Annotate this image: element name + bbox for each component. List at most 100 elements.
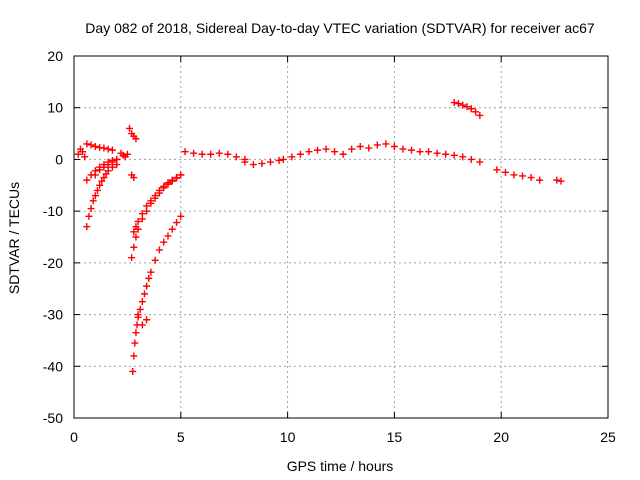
y-axis-title: SDTVAR / TECUs <box>6 182 22 294</box>
data-point <box>416 148 424 156</box>
data-point <box>322 145 330 153</box>
x-tick-label: 25 <box>600 429 616 445</box>
data-point <box>467 105 475 113</box>
data-point <box>181 148 189 156</box>
data-point <box>224 150 232 158</box>
data-point <box>104 145 112 153</box>
data-point <box>143 316 151 324</box>
data-point <box>553 176 561 184</box>
data-point <box>108 163 116 171</box>
data-point <box>527 174 535 182</box>
data-point <box>147 197 155 205</box>
data-point <box>557 177 565 185</box>
data-point <box>454 100 462 108</box>
y-tick-label: 0 <box>55 151 63 167</box>
data-point <box>132 223 140 231</box>
data-point <box>390 143 398 150</box>
data-point <box>87 205 95 213</box>
series-dip-mark <box>128 171 138 182</box>
data-point <box>113 161 121 169</box>
data-point <box>279 155 287 163</box>
data-point <box>155 246 163 254</box>
data-point <box>93 186 101 194</box>
data-point <box>198 150 206 158</box>
data-layer <box>74 99 565 375</box>
series-pre-gap <box>117 149 131 161</box>
data-point <box>241 158 249 166</box>
data-point <box>91 143 99 150</box>
data-point <box>493 166 501 174</box>
data-point <box>288 153 296 161</box>
data-point <box>275 156 283 164</box>
series-high-arc <box>450 99 484 119</box>
data-point <box>100 144 108 152</box>
y-tick-label: -30 <box>43 307 63 323</box>
data-point <box>160 182 168 190</box>
data-point <box>459 153 467 161</box>
data-point <box>249 161 257 169</box>
series-morning-flat <box>181 148 249 163</box>
data-point <box>476 158 484 166</box>
series-start-cluster <box>74 145 89 161</box>
data-point <box>136 305 144 313</box>
data-point <box>164 179 172 187</box>
y-tick-label: -50 <box>43 410 63 426</box>
data-point <box>348 145 356 153</box>
y-tick-label: 20 <box>47 48 63 64</box>
data-point <box>177 171 185 179</box>
data-point <box>132 233 140 241</box>
label-layer: 0 5 10 15 20 25 20 10 0 -10 -20 -30 -40 -50 <box>43 48 616 445</box>
data-point <box>399 145 407 153</box>
x-tick-label: 10 <box>280 429 296 445</box>
data-point <box>130 243 138 251</box>
data-point <box>267 158 275 166</box>
data-point <box>476 111 484 119</box>
data-point <box>207 150 215 158</box>
data-point <box>79 148 87 156</box>
data-point <box>151 192 159 200</box>
data-point <box>433 149 441 157</box>
data-point <box>463 103 471 111</box>
data-point <box>85 212 93 220</box>
data-point <box>132 135 140 143</box>
grid-layer <box>74 56 608 418</box>
series-midday <box>279 145 347 163</box>
data-point <box>331 148 339 156</box>
data-point <box>168 176 176 184</box>
data-point <box>143 202 151 210</box>
data-point <box>472 108 480 116</box>
data-point <box>258 160 266 168</box>
data-point <box>91 192 99 200</box>
data-point <box>138 298 146 306</box>
data-point <box>143 282 151 290</box>
x-tick-label: 20 <box>493 429 509 445</box>
data-point <box>425 148 433 156</box>
data-point <box>123 150 131 158</box>
data-point <box>145 274 153 282</box>
series-late <box>553 176 565 185</box>
data-point <box>164 232 172 240</box>
plot-border <box>73 55 609 419</box>
x-tick-label: 0 <box>70 429 78 445</box>
data-point <box>100 161 108 169</box>
data-point <box>190 149 198 157</box>
data-point <box>339 150 347 158</box>
data-point <box>314 146 322 154</box>
series-dip-curve <box>134 311 151 329</box>
series-steep-1 <box>128 171 185 262</box>
data-point <box>373 141 381 149</box>
data-point <box>108 146 116 154</box>
data-point <box>173 174 181 182</box>
data-point <box>536 176 544 184</box>
y-tick-label: -40 <box>43 358 63 374</box>
data-point <box>459 101 467 109</box>
data-point <box>91 167 99 175</box>
data-point <box>510 171 518 179</box>
data-point <box>134 217 142 225</box>
x-axis-title: GPS time / hours <box>287 458 394 474</box>
x-tick-label: 5 <box>177 429 185 445</box>
series-spike <box>126 124 140 143</box>
data-point <box>442 150 450 158</box>
series-steep-2 <box>130 171 185 236</box>
